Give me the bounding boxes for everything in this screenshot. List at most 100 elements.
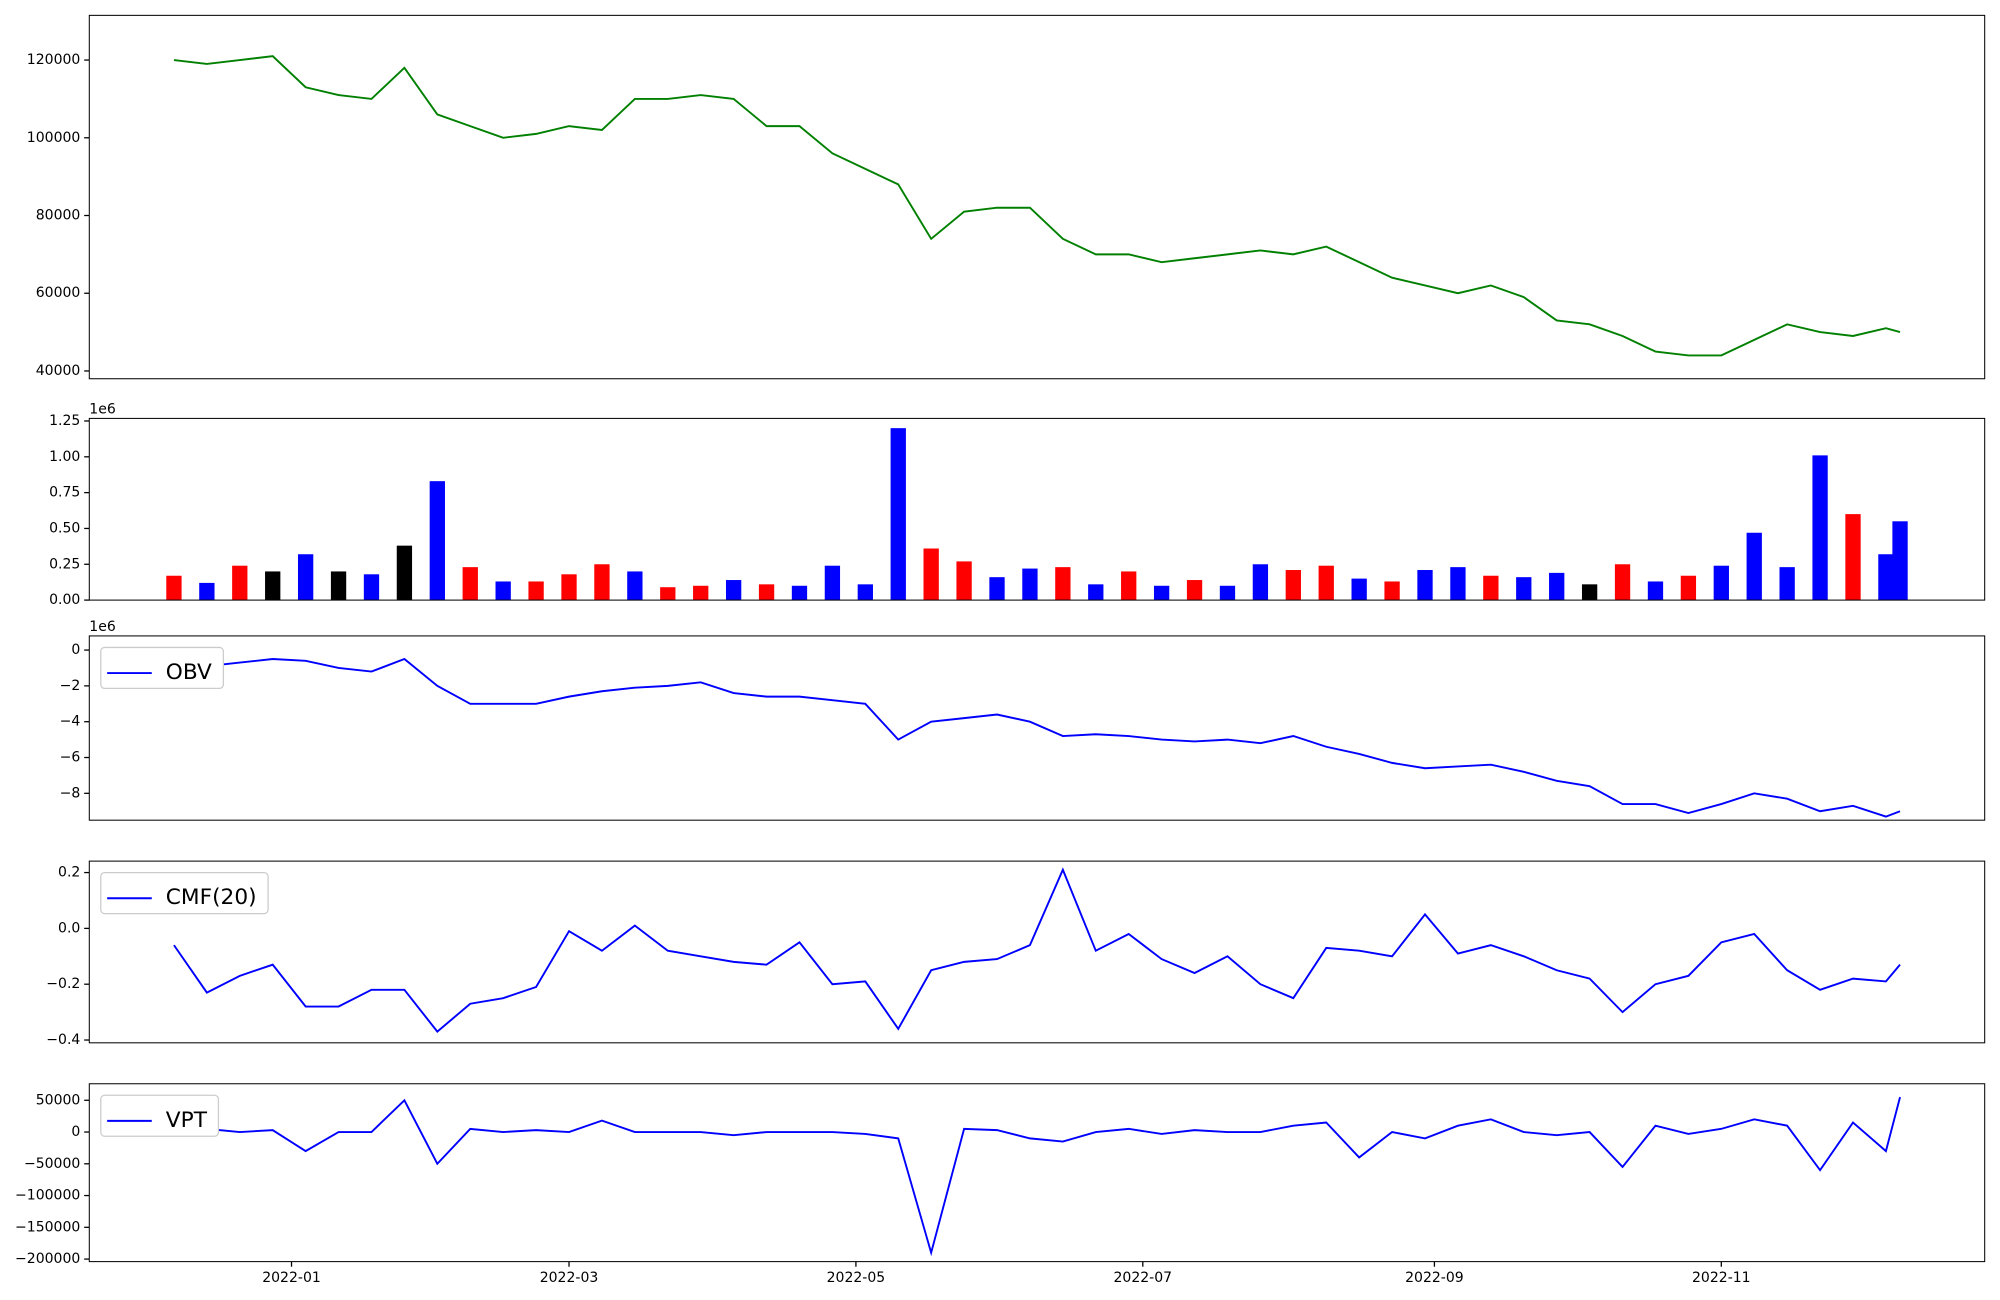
- y-tick-label: 0.00: [49, 592, 80, 608]
- bar: [1779, 567, 1795, 601]
- bar: [166, 575, 182, 601]
- bar: [890, 428, 906, 601]
- bar: [1892, 521, 1908, 601]
- y-tick-label: −2: [60, 678, 81, 694]
- offset-label: 1e6: [89, 619, 116, 635]
- bar: [693, 585, 709, 601]
- bar: [1483, 575, 1499, 601]
- y-tick-label: 60000: [36, 285, 81, 301]
- x-tick-label: 2022-03: [540, 1270, 599, 1286]
- axes-frame: [88, 14, 1986, 380]
- bar: [1219, 585, 1236, 601]
- axes-frame: [88, 635, 1986, 821]
- bar: [1384, 581, 1400, 601]
- bar: [1680, 575, 1697, 601]
- bar: [1351, 578, 1367, 601]
- bar: [495, 581, 511, 601]
- bar: [232, 565, 248, 601]
- data-line: [173, 867, 1901, 1034]
- bar: [1845, 514, 1861, 601]
- data-line: [173, 657, 1901, 818]
- bar: [627, 571, 643, 601]
- y-tick-label: 80000: [36, 207, 81, 223]
- axes-frame: [88, 860, 1986, 1044]
- y-tick-label: −6: [60, 749, 81, 765]
- bar: [923, 548, 939, 601]
- y-tick-label: −4: [60, 714, 81, 730]
- bar: [1878, 554, 1894, 601]
- y-tick-label: −0.4: [46, 1032, 80, 1048]
- y-tick-label: 0: [71, 642, 80, 658]
- bar: [857, 584, 873, 601]
- y-tick-label: 0.75: [49, 485, 80, 501]
- bar: [758, 584, 775, 601]
- axes-frame: [88, 1083, 1986, 1263]
- bar: [199, 582, 215, 601]
- bar: [989, 577, 1005, 601]
- legend: [100, 646, 225, 690]
- y-tick-label: −50000: [24, 1156, 80, 1172]
- bar: [528, 581, 544, 601]
- bar: [1647, 581, 1664, 601]
- bar: [363, 574, 380, 601]
- bar: [1614, 564, 1631, 601]
- bar: [660, 587, 676, 601]
- bar: [265, 571, 281, 601]
- bar: [429, 481, 445, 601]
- x-tick-label: 2022-11: [1692, 1270, 1751, 1286]
- bar: [1318, 565, 1334, 601]
- bar: [1746, 532, 1762, 601]
- bar: [462, 567, 478, 601]
- y-tick-label: 0.2: [58, 865, 80, 881]
- y-tick-label: 100000: [27, 130, 81, 146]
- y-tick-label: −200000: [15, 1251, 80, 1267]
- y-tick-label: 0.50: [49, 520, 80, 536]
- y-tick-label: 0.25: [49, 556, 80, 572]
- bar: [1121, 571, 1137, 601]
- bar: [1055, 567, 1071, 601]
- legend-label: CMF(20): [166, 885, 257, 910]
- bar: [956, 561, 972, 601]
- bar: [396, 545, 413, 601]
- bar: [1252, 564, 1269, 601]
- bar: [1153, 585, 1170, 601]
- y-tick-label: −100000: [15, 1188, 80, 1204]
- bar: [1417, 570, 1433, 601]
- x-tick-label: 2022-09: [1405, 1270, 1464, 1286]
- legend-label: OBV: [166, 660, 212, 685]
- bar: [1713, 565, 1729, 601]
- y-tick-label: 1.25: [49, 413, 80, 429]
- y-tick-label: 50000: [36, 1092, 81, 1108]
- bar: [791, 585, 808, 601]
- legend: [100, 1094, 220, 1137]
- data-line: [173, 1096, 1901, 1257]
- data-line: [173, 55, 1901, 357]
- x-tick-label: 2022-05: [827, 1270, 886, 1286]
- bar: [1516, 577, 1532, 601]
- bar: [1450, 567, 1466, 601]
- bar: [725, 580, 742, 601]
- bar: [1549, 572, 1565, 601]
- bar: [594, 564, 610, 601]
- y-tick-label: −150000: [15, 1219, 80, 1235]
- bar: [1285, 570, 1301, 601]
- bar: [561, 574, 577, 601]
- bar: [1812, 455, 1828, 601]
- bar: [1088, 584, 1104, 601]
- y-tick-label: −0.2: [46, 976, 80, 992]
- x-tick-label: 2022-01: [262, 1270, 321, 1286]
- bar: [1581, 584, 1598, 601]
- y-tick-label: 0.0: [58, 920, 80, 936]
- bar: [330, 571, 347, 601]
- bar: [1022, 568, 1038, 601]
- bar: [1186, 580, 1203, 601]
- y-tick-label: 120000: [27, 52, 81, 68]
- bar: [824, 565, 841, 601]
- y-tick-label: 1.00: [49, 449, 80, 465]
- offset-label: 1e6: [89, 401, 116, 417]
- legend: [100, 871, 269, 915]
- y-tick-label: 40000: [36, 363, 81, 379]
- legend-label: VPT: [166, 1108, 208, 1133]
